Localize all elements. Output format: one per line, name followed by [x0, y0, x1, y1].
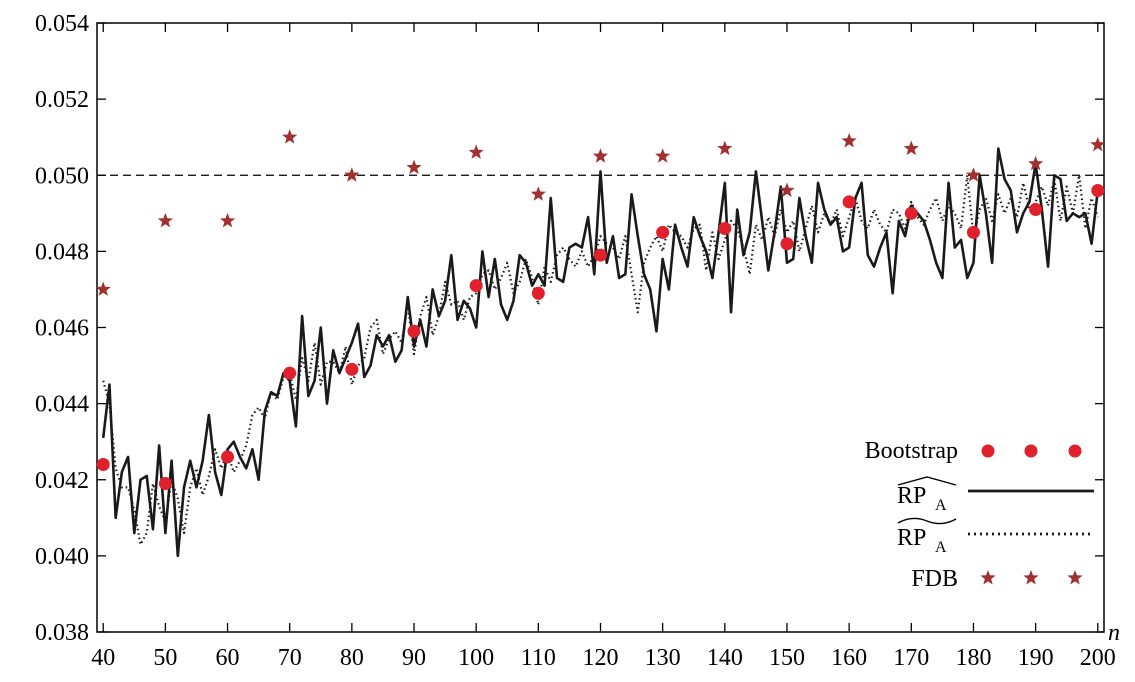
- x-tick-label: 160: [831, 645, 867, 671]
- bootstrap-point: [221, 450, 235, 464]
- bootstrap-point: [718, 222, 732, 236]
- x-tick-label: 50: [153, 645, 177, 671]
- legend-rp-hat: RP A: [897, 476, 1094, 514]
- bootstrap-point: [842, 195, 856, 209]
- legend-rp-tilde-sub: A: [935, 539, 947, 556]
- legend-fdb-star: [980, 570, 996, 585]
- bootstrap-point: [407, 324, 421, 338]
- bootstrap-point: [1091, 183, 1105, 197]
- y-tick-label: 0.052: [35, 87, 89, 113]
- legend-rp-tilde-accent: [897, 517, 957, 525]
- fdb-point: [965, 167, 982, 182]
- x-tick-label: 170: [893, 645, 929, 671]
- y-tick-label: 0.050: [35, 163, 89, 189]
- bootstrap-point: [158, 477, 172, 491]
- fdb-point: [1090, 136, 1106, 152]
- x-tick-label: 60: [216, 645, 240, 671]
- legend-bootstrap-label: Bootstrap: [865, 438, 958, 464]
- rp-tilde-series: [102, 174, 1099, 546]
- y-tick-label: 0.046: [35, 316, 89, 342]
- x-tick-label: 180: [955, 645, 991, 671]
- bootstrap-point: [1029, 203, 1043, 217]
- x-tick-label: 130: [645, 645, 681, 671]
- x-tick-label: 110: [521, 645, 556, 671]
- rp-hat-line: [101, 147, 1100, 558]
- legend-rp-tilde: RP A: [897, 517, 1094, 556]
- fdb-point: [282, 129, 298, 144]
- y-tick-label: 0.048: [35, 239, 89, 265]
- legend-fdb-star: [1023, 570, 1039, 585]
- legend-bootstrap-marks: [981, 444, 1082, 458]
- bootstrap-point: [966, 225, 980, 239]
- x-tick-label: 80: [340, 645, 364, 671]
- fdb-point: [219, 212, 236, 228]
- x-tick-label: 190: [1018, 645, 1054, 671]
- x-tick-label: 200: [1080, 645, 1116, 671]
- bootstrap-point: [904, 206, 918, 220]
- legend-rp-hat-sub: A: [935, 497, 947, 514]
- legend-bootstrap-dot: [1024, 444, 1038, 458]
- axes: [96, 22, 1105, 633]
- x-axis-label: n: [1108, 620, 1120, 646]
- bootstrap-markers: [96, 183, 1105, 491]
- fdb-markers: [95, 129, 1106, 296]
- fdb-point: [717, 140, 733, 156]
- y-tick-label: 0.044: [35, 392, 89, 418]
- bootstrap-point: [531, 286, 545, 300]
- fdb-point: [406, 159, 422, 175]
- fdb-point: [344, 167, 360, 182]
- bootstrap-point: [283, 366, 297, 380]
- fdb-point: [655, 148, 671, 163]
- legend-rp-tilde-main: RP: [897, 525, 926, 551]
- fdb-point: [157, 212, 173, 228]
- fdb-point: [903, 140, 919, 156]
- plot-frame: [96, 22, 1105, 633]
- bootstrap-point: [345, 362, 359, 376]
- x-tick-label: 150: [769, 645, 805, 671]
- legend-bootstrap-dot: [1068, 444, 1082, 458]
- x-tick-label: 140: [707, 645, 743, 671]
- legend-rp-hat-main: RP: [897, 483, 926, 509]
- y-tick-label: 0.038: [35, 620, 89, 646]
- x-tick-label: 70: [278, 645, 302, 671]
- rp-tilde-line: [102, 174, 1099, 546]
- legend-bootstrap-dot: [981, 444, 995, 458]
- y-tick-label: 0.042: [35, 468, 89, 494]
- y-tick-label: 0.054: [35, 11, 89, 37]
- fdb-point: [468, 144, 484, 159]
- x-tick-label: 120: [583, 645, 619, 671]
- legend-rp-hat-accent: [897, 476, 957, 486]
- fdb-point: [779, 182, 795, 197]
- legend-fdb-label: FDB: [911, 566, 958, 592]
- bootstrap-point: [594, 248, 607, 262]
- legend-fdb-marks: [980, 570, 1083, 585]
- legend-fdb-star: [1067, 570, 1083, 585]
- fdb-point: [841, 132, 857, 148]
- x-tick-label: 40: [91, 645, 115, 671]
- fdb-point: [95, 281, 111, 296]
- fdb-point: [1028, 155, 1044, 171]
- bootstrap-point: [96, 458, 110, 472]
- legend: Bootstrap RP A RP A FDB: [865, 438, 1094, 592]
- x-tick-label: 100: [458, 645, 494, 671]
- x-tick-label: 90: [402, 645, 426, 671]
- tick-labels: 0.038 0.040 0.042 0.044 0.046 0.048 0.050 0.052…: [35, 11, 1116, 671]
- fdb-point: [530, 186, 546, 201]
- bootstrap-point: [780, 237, 794, 251]
- y-tick-label: 0.040: [35, 544, 89, 570]
- rp-hat-series: [101, 147, 1100, 558]
- bootstrap-point: [469, 279, 483, 293]
- fdb-point: [592, 148, 609, 163]
- bootstrap-point: [656, 225, 670, 239]
